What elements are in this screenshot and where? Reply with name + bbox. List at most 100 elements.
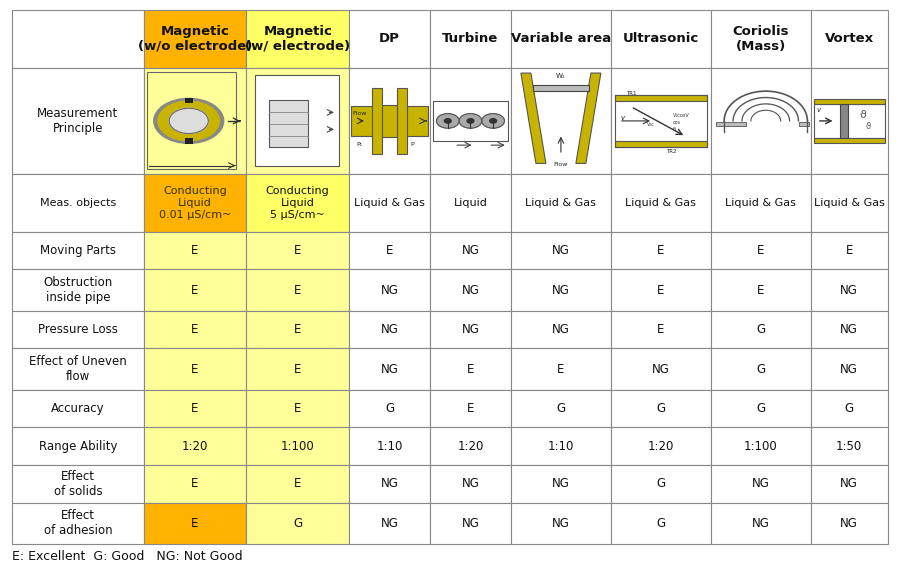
Bar <box>143 174 247 232</box>
Text: Ultrasonic: Ultrasonic <box>623 32 699 45</box>
Text: Accuracy: Accuracy <box>51 402 104 415</box>
Circle shape <box>445 119 451 123</box>
Text: G: G <box>556 402 565 415</box>
Text: E: E <box>191 244 199 257</box>
Bar <box>711 232 811 270</box>
Text: NG: NG <box>381 477 399 490</box>
Bar <box>247 311 349 349</box>
Text: NG: NG <box>462 323 480 336</box>
Polygon shape <box>521 73 546 164</box>
Bar <box>611 390 711 427</box>
Text: Conducting
Liquid
0.01 μS/cm~: Conducting Liquid 0.01 μS/cm~ <box>158 186 231 219</box>
Bar <box>143 390 247 427</box>
Bar <box>143 68 247 174</box>
Text: E: E <box>386 244 393 257</box>
Text: E: E <box>657 244 664 257</box>
Bar <box>433 101 508 141</box>
Bar <box>511 503 611 544</box>
Text: G: G <box>756 362 765 375</box>
Bar <box>430 427 511 465</box>
Bar <box>430 174 511 232</box>
Bar <box>349 232 430 270</box>
Circle shape <box>482 114 504 128</box>
Bar <box>811 390 887 427</box>
Text: cos: cos <box>673 121 681 125</box>
Text: Meas. objects: Meas. objects <box>40 198 116 208</box>
Text: 1:20: 1:20 <box>182 440 208 452</box>
Bar <box>143 427 247 465</box>
Bar <box>406 106 428 136</box>
Bar <box>247 503 349 544</box>
Text: Liquid & Gas: Liquid & Gas <box>814 198 885 208</box>
Circle shape <box>154 99 224 143</box>
Bar <box>811 311 887 349</box>
Bar <box>511 427 611 465</box>
Bar <box>615 101 706 141</box>
Bar <box>247 427 349 465</box>
Bar <box>184 139 193 144</box>
Text: NG: NG <box>552 517 570 530</box>
Text: E: E <box>191 323 199 336</box>
Bar <box>615 141 706 147</box>
Text: Magnetic
(w/ electrode): Magnetic (w/ electrode) <box>245 25 350 53</box>
Text: P₁: P₁ <box>356 142 363 147</box>
Text: G: G <box>385 402 394 415</box>
Bar <box>611 465 711 503</box>
Text: Obstruction
inside pipe: Obstruction inside pipe <box>43 276 112 304</box>
Text: Moving Parts: Moving Parts <box>40 244 116 257</box>
Bar <box>430 503 511 544</box>
Text: Range Ability: Range Ability <box>39 440 117 452</box>
Bar <box>247 68 349 174</box>
Text: NG: NG <box>381 323 399 336</box>
Text: E: E <box>294 323 302 336</box>
Text: 1:20: 1:20 <box>457 440 483 452</box>
Text: NG: NG <box>552 244 570 257</box>
Circle shape <box>459 114 482 128</box>
Text: NG: NG <box>381 517 399 530</box>
Text: Flow: Flow <box>554 162 568 166</box>
Text: Coriolis
(Mass): Coriolis (Mass) <box>733 25 789 53</box>
Text: E: E <box>191 517 199 530</box>
Text: NG: NG <box>652 362 670 375</box>
Text: ϑ: ϑ <box>866 122 871 131</box>
Text: E: E <box>846 244 853 257</box>
Bar <box>382 104 397 137</box>
Bar <box>811 10 887 68</box>
Text: G: G <box>656 477 665 490</box>
Bar <box>611 174 711 232</box>
Bar <box>511 174 611 232</box>
Bar <box>147 72 236 169</box>
Text: Liquid & Gas: Liquid & Gas <box>354 198 425 208</box>
Bar <box>711 68 811 174</box>
Bar <box>511 232 611 270</box>
Bar <box>349 174 430 232</box>
Text: NG: NG <box>752 517 770 530</box>
Text: NG: NG <box>462 284 480 296</box>
Bar <box>811 174 887 232</box>
Circle shape <box>490 119 497 123</box>
Text: 1:10: 1:10 <box>548 440 574 452</box>
Bar <box>349 311 430 349</box>
Text: Variable area: Variable area <box>511 32 611 45</box>
Text: Turbine: Turbine <box>442 32 499 45</box>
Text: Effect
of adhesion: Effect of adhesion <box>43 509 112 537</box>
Text: G: G <box>293 517 302 530</box>
Bar <box>840 104 848 137</box>
Bar <box>247 174 349 232</box>
Bar <box>349 10 430 68</box>
Bar <box>247 270 349 311</box>
Bar <box>511 390 611 427</box>
Text: NG: NG <box>841 362 859 375</box>
Bar <box>511 68 611 174</box>
Bar <box>533 85 589 91</box>
Bar <box>143 311 247 349</box>
Bar <box>13 270 143 311</box>
Text: NG: NG <box>841 477 859 490</box>
Bar <box>184 98 193 103</box>
Bar <box>611 503 711 544</box>
Text: Flow: Flow <box>353 111 367 116</box>
Bar <box>269 100 308 147</box>
Text: G: G <box>756 323 765 336</box>
Bar <box>13 349 143 390</box>
Bar <box>611 427 711 465</box>
